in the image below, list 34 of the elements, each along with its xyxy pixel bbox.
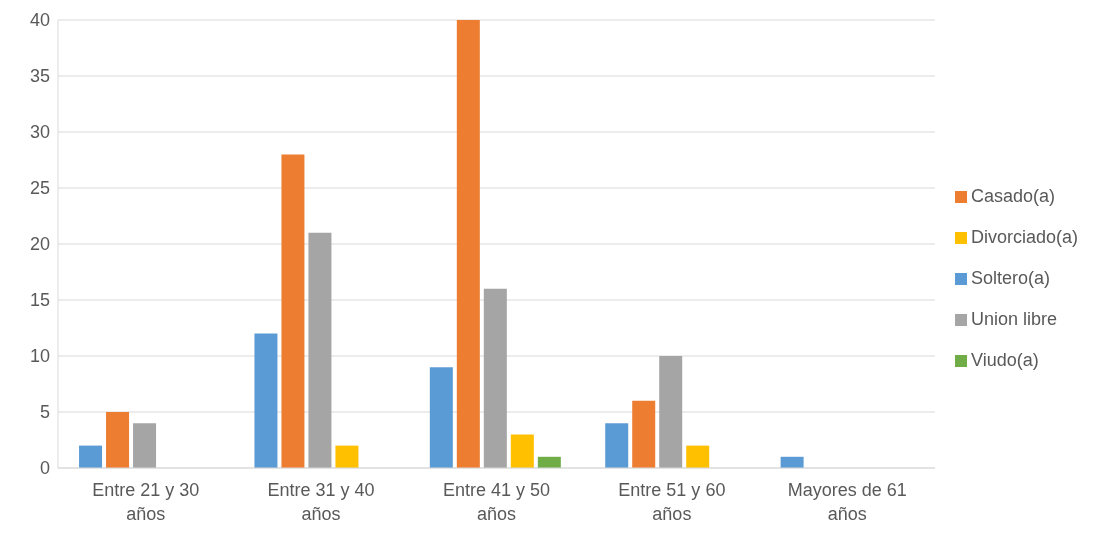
y-tick-label: 25 bbox=[29, 178, 50, 199]
legend-label: Soltero(a) bbox=[970, 267, 1050, 288]
bar bbox=[605, 423, 629, 468]
x-tick-label: Entre 21 y 30 años bbox=[92, 480, 200, 524]
bar bbox=[281, 154, 305, 468]
bar bbox=[254, 333, 278, 468]
legend-label: Viudo(a) bbox=[970, 349, 1039, 370]
legend-label: Divorciado(a) bbox=[970, 226, 1078, 247]
legend-label: Union libre bbox=[970, 308, 1057, 329]
y-tick-label: 10 bbox=[29, 346, 50, 367]
bar bbox=[510, 434, 534, 468]
y-tick-label: 35 bbox=[29, 66, 50, 87]
x-tick-label: Entre 51 y 60 años bbox=[618, 480, 726, 524]
y-tick-label: 5 bbox=[39, 402, 50, 423]
x-tick-label: Entre 41 y 50 años bbox=[442, 480, 551, 524]
y-tick-label: 40 bbox=[29, 10, 50, 31]
bar bbox=[335, 445, 359, 468]
bar bbox=[686, 445, 710, 468]
x-tick-label: Mayores de 61 años bbox=[787, 480, 907, 524]
legend-label: Casado(a) bbox=[970, 185, 1055, 206]
bar bbox=[483, 288, 507, 468]
y-tick-label: 30 bbox=[29, 122, 50, 143]
bar bbox=[456, 20, 480, 468]
y-tick-label: 15 bbox=[29, 290, 50, 311]
y-tick-label: 20 bbox=[29, 234, 50, 255]
bar bbox=[632, 400, 656, 468]
bar bbox=[659, 356, 683, 468]
bar bbox=[429, 367, 453, 468]
y-tick-label: 0 bbox=[39, 458, 50, 479]
bar bbox=[308, 232, 332, 468]
bar bbox=[106, 412, 130, 468]
bar bbox=[133, 423, 157, 468]
bar bbox=[79, 445, 103, 468]
x-tick-label: Entre 31 y 40 años bbox=[267, 480, 375, 524]
